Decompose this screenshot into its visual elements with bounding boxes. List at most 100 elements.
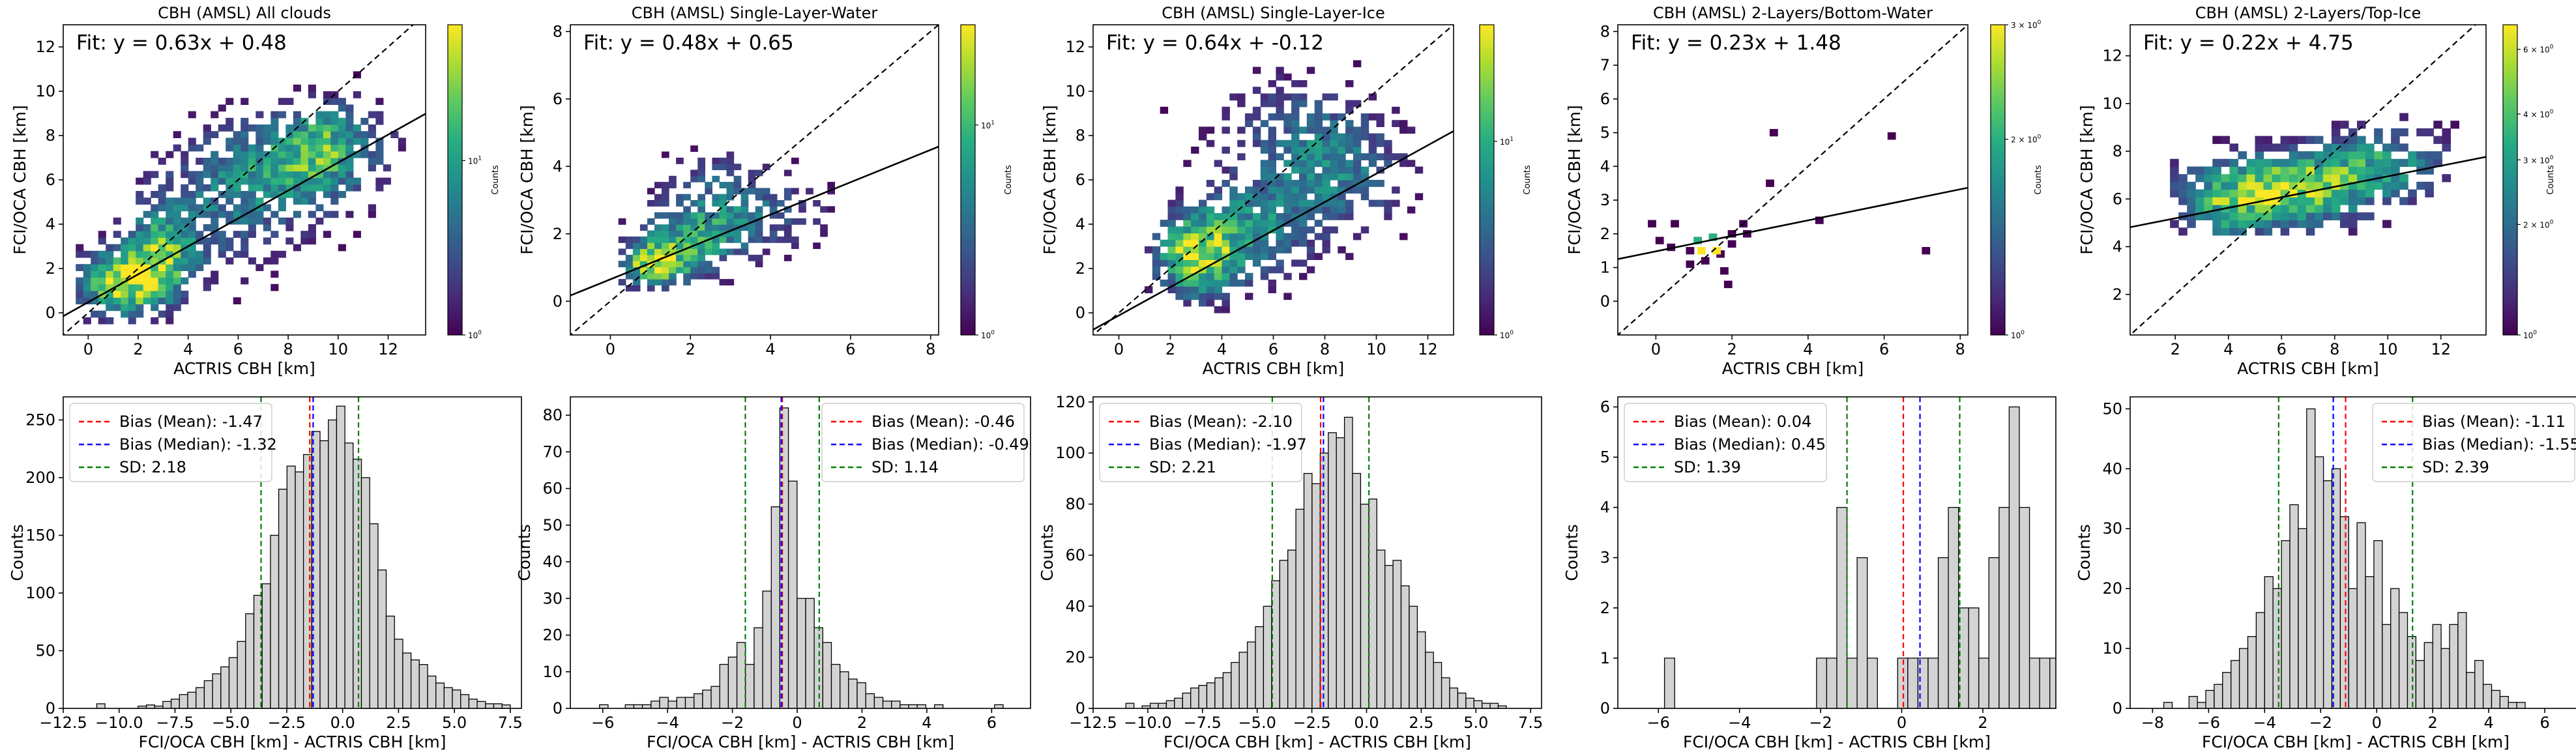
- heatmap-cell: [719, 224, 727, 231]
- heatmap-cell: [128, 231, 136, 238]
- heatmap-cell: [1183, 246, 1192, 254]
- heatmap-cell: [1206, 213, 1215, 220]
- heatmap-cell: [683, 248, 691, 255]
- heatmap-cell: [368, 210, 376, 218]
- heatmap-cell: [308, 197, 316, 205]
- heatmap-cell: [690, 145, 698, 152]
- y-tick-label: 150: [25, 526, 55, 544]
- histogram-bar: [822, 642, 832, 708]
- y-tick-label: 0: [553, 699, 563, 718]
- heatmap-cell: [1314, 100, 1323, 108]
- heatmap-cell: [2263, 143, 2273, 152]
- heatmap-cell: [2255, 174, 2264, 182]
- heatmap-cell: [2357, 158, 2366, 167]
- histogram-bar: [1352, 472, 1362, 708]
- histogram-bar: [278, 488, 287, 708]
- heatmap-cell: [632, 285, 641, 292]
- histogram-bar: [2499, 695, 2509, 708]
- heatmap-cell: [2289, 174, 2298, 182]
- heatmap-cell: [2399, 113, 2408, 121]
- heatmap-cell: [136, 250, 144, 258]
- heatmap-cell: [300, 197, 309, 205]
- heatmap-cell: [256, 124, 264, 132]
- heatmap-cell: [181, 197, 189, 205]
- heatmap-cell: [697, 175, 705, 182]
- heatmap-cell: [1306, 126, 1315, 134]
- heatmap-cell: [2289, 151, 2298, 160]
- heatmap-cell: [683, 212, 691, 219]
- heatmap-cell: [271, 151, 279, 158]
- heatmap-cell: [226, 197, 234, 205]
- heatmap-cell: [1245, 226, 1253, 234]
- y-tick-label: 8: [2113, 142, 2122, 160]
- heatmap-cell: [1407, 206, 1416, 214]
- histogram-bar: [676, 697, 686, 708]
- histogram-bar: [476, 701, 486, 708]
- heatmap-cell: [173, 291, 181, 298]
- heatmap-cell: [285, 164, 294, 171]
- heatmap-cell: [2382, 143, 2392, 152]
- histogram-bar: [856, 682, 866, 708]
- heatmap-cell: [1338, 147, 1346, 154]
- x-tick-label: −5.0: [1238, 714, 1276, 732]
- colorbar-tick-label: 4 × 100: [2523, 109, 2554, 119]
- heatmap-cell: [188, 144, 196, 152]
- histogram-bar: [840, 671, 849, 708]
- heatmap-cell: [323, 124, 331, 132]
- heatmap-cell: [2348, 205, 2358, 213]
- heatmap-cell: [1160, 239, 1169, 247]
- heatmap-cell: [368, 204, 376, 212]
- heatmap-cell: [705, 182, 712, 188]
- y-tick-label: 0: [1076, 304, 1085, 322]
- heatmap-cell: [639, 242, 648, 250]
- heatmap-cell: [151, 291, 159, 298]
- histogram-bar: [1214, 677, 1223, 708]
- histogram-bar: [2049, 658, 2056, 708]
- heatmap-cell: [1299, 126, 1308, 134]
- x-tick-label: 0: [1114, 340, 1124, 358]
- heatmap-cell: [697, 164, 705, 171]
- heatmap-cell: [166, 250, 174, 258]
- heatmap-cell: [1276, 100, 1284, 108]
- heatmap-cell: [1199, 293, 1207, 300]
- heatmap-cell: [330, 177, 339, 185]
- heatmap-cell: [1299, 186, 1308, 194]
- heatmap-cell: [2170, 174, 2179, 182]
- heatmap-cell: [2204, 212, 2213, 221]
- legend-median-label: Bias (Median): -1.55: [2422, 435, 2576, 454]
- heatmap-cell: [2348, 227, 2358, 236]
- heatmap-cell: [2322, 166, 2332, 175]
- heatmap-cell: [136, 224, 144, 231]
- heatmap-cell: [166, 317, 174, 325]
- heatmap-cell: [1299, 220, 1308, 227]
- heatmap-cell: [241, 237, 249, 245]
- heatmap-cell: [2289, 220, 2298, 228]
- heatmap-cell: [2433, 136, 2442, 144]
- y-tick-label: 6: [553, 90, 563, 108]
- heatmap-cell: [241, 217, 249, 225]
- heatmap-cell: [308, 164, 316, 171]
- heatmap-cell: [1360, 120, 1369, 127]
- heatmap-cell: [1414, 166, 1424, 174]
- heatmap-cell: [181, 164, 189, 171]
- y-axis-label: FCI/OCA CBH [km]: [1565, 105, 1584, 255]
- heatmap-cell: [248, 158, 256, 165]
- histogram-bar: [2449, 624, 2459, 708]
- histogram-bar: [1449, 688, 1459, 708]
- heatmap-cell: [196, 204, 204, 212]
- heatmap-cell: [719, 236, 727, 243]
- heatmap-cell: [2170, 181, 2179, 190]
- histogram-bar: [2390, 588, 2400, 708]
- y-tick-label: 20: [1065, 648, 1085, 667]
- histogram-bar: [1400, 585, 1410, 708]
- heatmap-cell: [632, 248, 641, 255]
- heatmap-cell: [662, 188, 669, 195]
- x-tick-label: −4: [2253, 714, 2276, 732]
- x-tick-label: 8: [1955, 340, 1965, 358]
- heatmap-cell: [158, 224, 166, 231]
- x-tick-label: 0: [1651, 340, 1661, 358]
- heatmap-cell: [278, 144, 286, 152]
- heatmap-cell: [1306, 139, 1315, 147]
- heatmap-cell: [690, 230, 698, 237]
